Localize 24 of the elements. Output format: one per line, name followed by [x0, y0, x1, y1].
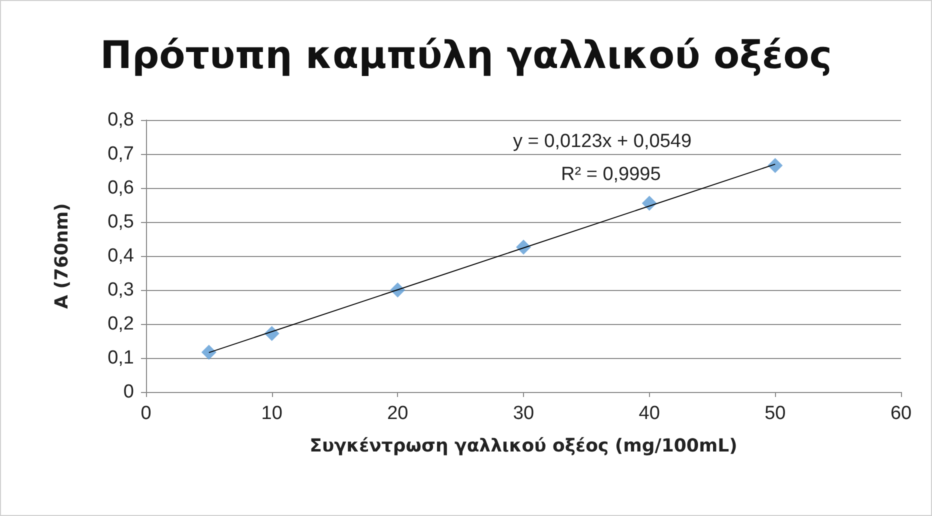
- y-tick-label: 0,5: [108, 212, 134, 232]
- annotation: R² = 0,9995: [561, 164, 661, 185]
- x-tick-label: 30: [512, 403, 534, 424]
- point: [768, 158, 783, 174]
- y-tick-label: 0,4: [108, 246, 134, 266]
- y-tick-label: 0,8: [108, 110, 134, 130]
- x-axis-title: Συγκέντρωση γαλλικού οξέος (mg/100mL): [310, 436, 738, 456]
- x-tick-label: 60: [890, 403, 912, 424]
- y-tick-label: 0,7: [108, 144, 134, 164]
- x-tick-label: 50: [764, 403, 786, 424]
- annotation: y = 0,0123x + 0,0549: [513, 131, 692, 152]
- y-axis-title: A (760nm): [52, 203, 72, 309]
- chart-title: Πρότυπη καμπύλη γαλλικού οξέος: [100, 33, 832, 77]
- x-tick-label: 10: [261, 403, 282, 424]
- y-tick-label: 0: [123, 382, 134, 402]
- x-tick-label: 0: [140, 403, 152, 424]
- y-tick-label: 0,6: [108, 178, 134, 198]
- point: [201, 344, 216, 360]
- y-tick-label: 0,2: [108, 314, 134, 334]
- point: [264, 326, 280, 342]
- y-tick-label: 0,3: [108, 280, 134, 300]
- y-tick-label: 0,1: [108, 348, 134, 368]
- x-tick-label: 40: [638, 403, 660, 424]
- x-tick-label: 20: [387, 403, 408, 424]
